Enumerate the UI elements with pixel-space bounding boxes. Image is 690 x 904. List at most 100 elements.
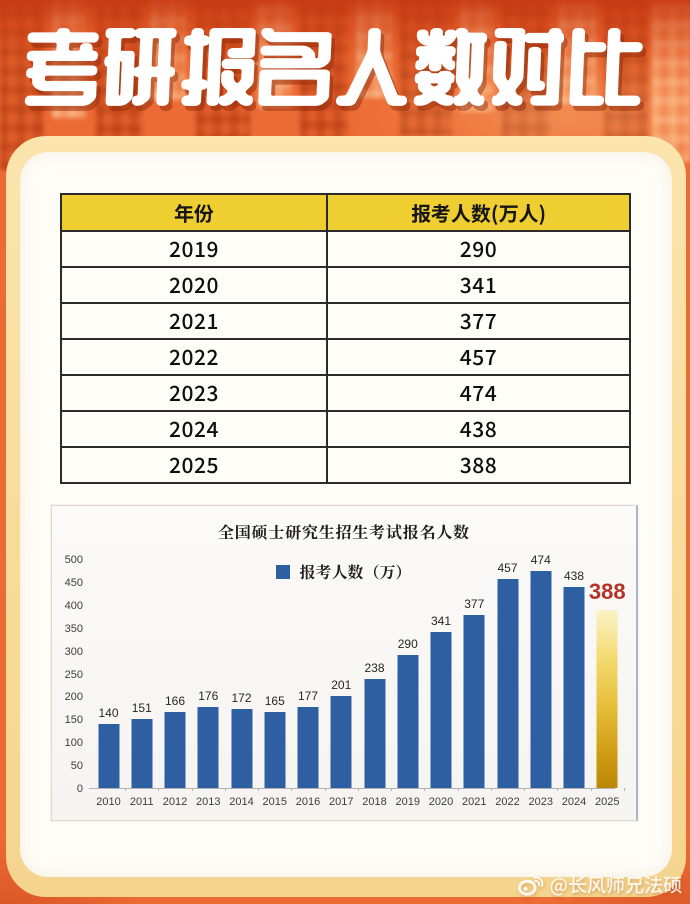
bar-highlighted <box>596 610 618 788</box>
bar-value-label: 290 <box>397 637 418 652</box>
bar <box>98 723 119 788</box>
y-axis-tick-label: 0 <box>76 783 83 795</box>
bar <box>364 679 385 788</box>
bar-value-label: 176 <box>198 689 219 704</box>
y-axis-tick-label: 50 <box>70 760 83 773</box>
x-axis-tick-label: 2019 <box>395 796 420 808</box>
bar-value-label: 238 <box>364 660 385 675</box>
x-axis-tick-mark <box>391 788 393 791</box>
x-axis-tick-mark <box>424 788 426 791</box>
x-axis-tick-label: 2021 <box>462 796 487 808</box>
table-row: 2019 290 <box>60 230 631 268</box>
x-axis-tick-mark <box>524 788 526 791</box>
x-axis-tick-mark <box>357 788 359 791</box>
y-axis-tick-label: 200 <box>64 691 83 704</box>
table-row: 2020 341 <box>60 266 631 304</box>
table-cell-year: 2023 <box>60 374 328 412</box>
x-axis-tick-mark <box>590 788 592 791</box>
x-axis-tick-label: 2022 <box>495 796 520 808</box>
table-header-count: 报考人数(万人) <box>326 193 631 232</box>
x-axis-tick-label: 2017 <box>329 796 354 808</box>
bar-value-label: 177 <box>297 688 319 703</box>
x-axis-tick-mark <box>457 788 459 791</box>
table-cell-count: 474 <box>326 374 631 412</box>
table-cell-count: 290 <box>326 230 631 268</box>
x-axis-tick-label: 2012 <box>162 796 188 808</box>
chart-panel: 全国硕士研究生招生考试报名人数 报考人数（万） 0 50 100 150 200 250 3… <box>51 505 638 821</box>
x-axis-tick-mark <box>125 788 127 791</box>
x-axis-tick-mark <box>557 788 559 791</box>
x-axis-tick-mark <box>191 788 193 791</box>
x-axis-tick-mark <box>623 788 625 791</box>
bar-value-label: 474 <box>530 552 551 567</box>
x-axis-tick-label: 2020 <box>428 796 454 808</box>
x-axis-tick-label: 2024 <box>561 796 587 808</box>
x-axis-tick-mark <box>291 788 293 791</box>
bar-value-label: 151 <box>131 700 152 715</box>
table-row: 2024 438 <box>60 410 631 448</box>
table-header-year: 年份 <box>60 193 328 232</box>
bar-value-label: 140 <box>98 705 119 720</box>
weibo-icon <box>517 875 543 896</box>
bar <box>297 706 319 788</box>
table-cell-year: 2020 <box>60 266 328 304</box>
bar-value-label: 201 <box>331 677 352 692</box>
table-header-row: 年份 报考人数(万人) <box>60 193 631 232</box>
bar-value-label-highlighted: 388 <box>588 579 626 605</box>
x-axis-tick-mark <box>490 788 492 791</box>
legend-swatch <box>276 564 291 579</box>
y-axis-tick-label: 150 <box>64 714 83 727</box>
applicants-table: 年份 报考人数(万人) 2019 290 2020 341 2021 377 2022 457… <box>60 193 631 484</box>
bar-value-label: 457 <box>497 560 518 575</box>
x-axis-tick-label: 2010 <box>96 796 121 808</box>
x-axis-tick-label: 2025 <box>595 796 620 808</box>
bar <box>131 718 153 788</box>
x-axis-tick-mark <box>324 788 326 791</box>
bar <box>397 655 419 788</box>
x-axis-tick-label: 2018 <box>362 796 387 808</box>
x-axis-tick-label: 2016 <box>295 796 321 808</box>
watermark-text: @长风师兄法硕 <box>549 871 682 898</box>
table-cell-count: 341 <box>326 266 631 304</box>
bar <box>463 615 485 788</box>
bar-value-label: 341 <box>430 613 452 628</box>
table-row: 2023 474 <box>60 374 631 412</box>
table-row: 2025 388 <box>60 446 631 484</box>
bar-value-label: 377 <box>464 597 485 612</box>
chart-legend: 报考人数（万） <box>52 560 636 583</box>
background-top-shade <box>0 0 690 150</box>
y-axis-tick-label: 500 <box>64 554 83 566</box>
bar <box>330 695 352 788</box>
table-cell-count: 388 <box>326 446 631 484</box>
bar-value-label: 438 <box>563 569 585 584</box>
y-axis-tick-label: 250 <box>64 668 83 681</box>
y-axis-tick-label: 350 <box>64 622 83 635</box>
bar <box>563 587 585 788</box>
x-axis-tick-label: 2011 <box>129 796 154 808</box>
chart-plot-area: 0 50 100 150 200 250 300 350 400 450 500 140 2010 151… <box>65 553 626 808</box>
x-axis-tick-label: 2015 <box>262 796 287 808</box>
x-axis-tick-label: 2013 <box>196 796 221 808</box>
bar <box>430 631 452 788</box>
table-row: 2021 377 <box>60 302 631 340</box>
bar-value-label: 172 <box>231 691 252 706</box>
table-cell-year: 2024 <box>60 410 328 448</box>
table-cell-year: 2021 <box>60 302 328 340</box>
x-axis-tick-mark <box>258 788 260 791</box>
bar <box>497 578 518 788</box>
x-axis-tick-mark <box>158 788 160 791</box>
y-axis-tick-label: 400 <box>64 599 83 612</box>
chart-title: 全国硕士研究生招生考试报名人数 <box>217 520 470 543</box>
bar-value-label: 165 <box>264 694 285 709</box>
y-axis-tick-label: 300 <box>64 645 83 658</box>
table-cell-year: 2025 <box>60 446 328 484</box>
table-cell-count: 377 <box>326 302 631 340</box>
watermark: @长风师兄法硕 <box>516 871 682 898</box>
bar <box>231 709 252 788</box>
x-axis-tick-label: 2014 <box>229 796 254 808</box>
table-cell-count: 457 <box>326 338 631 376</box>
legend-label: 报考人数（万） <box>299 560 412 583</box>
x-axis-tick-label: 2023 <box>528 796 553 808</box>
table-cell-year: 2022 <box>60 338 328 376</box>
